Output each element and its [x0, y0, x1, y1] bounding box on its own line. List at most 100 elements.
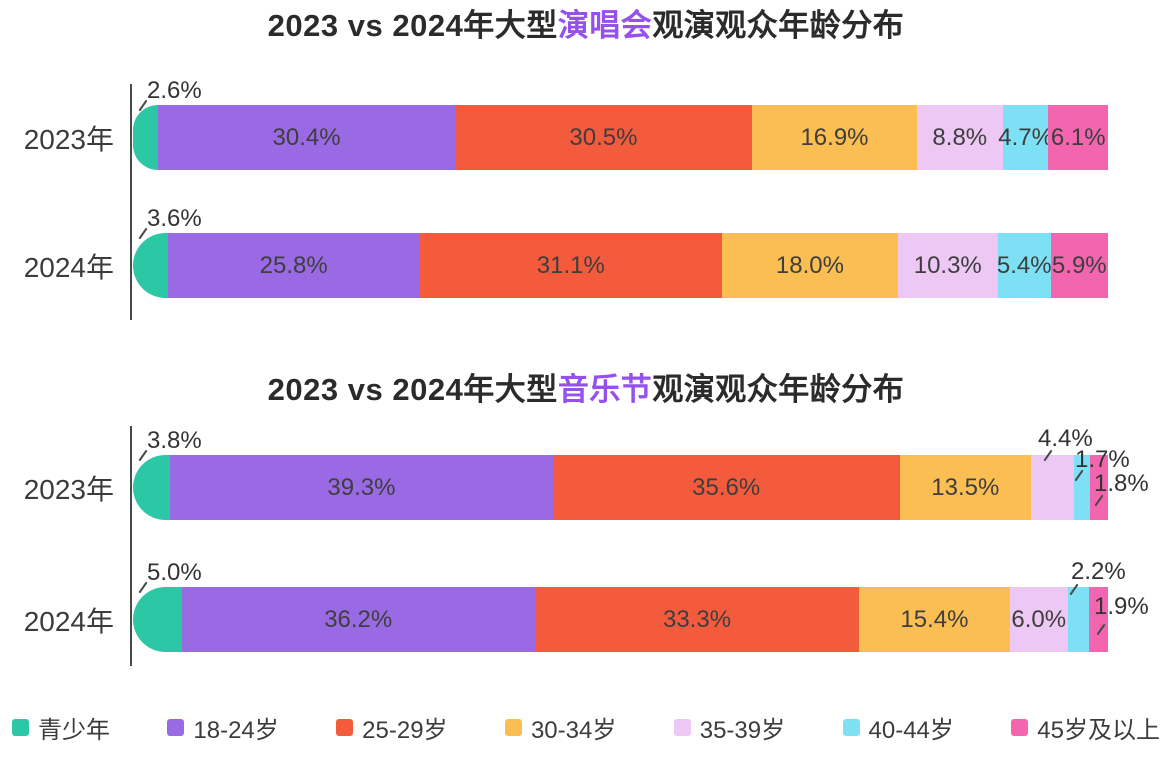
legend-label: 青少年: [38, 716, 110, 744]
segment-value-label: 35.6%: [692, 473, 761, 501]
stacked-bar: 25.8% 31.1% 18.0% 10.3% 5.4% 5.9% 3.6%: [133, 206, 1108, 298]
bar-segment: 39.3%: [170, 455, 553, 520]
segment-value-label: 4.7%: [998, 123, 1053, 151]
segment-value-label: 25.8%: [259, 251, 328, 279]
bar-segment: 16.9%: [752, 105, 917, 170]
bar-segment: [1031, 455, 1074, 520]
callout-value-label: 1.9%: [1094, 593, 1149, 620]
callout-value-label: 1.8%: [1094, 470, 1149, 497]
callout-value-label: 1.7%: [1075, 446, 1130, 473]
legend-label: 35-39岁: [699, 716, 786, 744]
segment-value-label: 15.4%: [900, 605, 969, 633]
bar-segment: 10.3%: [897, 233, 998, 298]
legend-item: 35-39岁: [673, 710, 786, 745]
chart-festival-age-distribution: 2023 vs 2024年大型音乐节观演观众年龄分布 2023年 39.3% 35.…: [0, 352, 1172, 704]
stacked-bar: 36.2% 33.3% 15.4% 6.0% 5.0% 2.2% 1.9%: [133, 559, 1149, 652]
segment-value-label: 5.4%: [996, 251, 1052, 279]
legend-label: 25-29岁: [362, 716, 448, 744]
bar-segment: 6.1%: [1048, 105, 1108, 170]
segment-value-label: 30.4%: [272, 123, 341, 151]
bar-segment: 25.8%: [168, 233, 420, 298]
callout-value-label: 3.8%: [147, 427, 202, 454]
callout-value-label: 3.6%: [147, 205, 202, 232]
legend-label: 45岁及以上: [1037, 716, 1160, 744]
bar-segment: [133, 455, 171, 520]
legend: 青少年 18-24岁 25-29岁 30-34岁 35-39岁 40-44岁 45岁及以上: [0, 703, 1172, 751]
bar-segment: [1068, 587, 1090, 652]
leader-line: [138, 449, 148, 462]
leader-line: [138, 227, 148, 240]
legend-label: 40-44岁: [868, 716, 954, 744]
leader-line: [138, 581, 148, 594]
bar-segment: 33.3%: [534, 587, 860, 652]
legend-swatch-icon: [504, 718, 522, 736]
segment-value-label: 18.0%: [775, 251, 844, 279]
legend-item: 30-34岁: [504, 710, 617, 745]
bar-segment: 8.8%: [916, 105, 1003, 170]
legend-swatch-icon: [167, 718, 185, 736]
bar-segment: 30.4%: [158, 105, 455, 170]
legend-label: 18-24岁: [193, 716, 279, 744]
bar-segment: 31.1%: [419, 233, 723, 298]
callout-value-label: 4.4%: [1038, 425, 1093, 452]
segment-value-label: 8.8%: [932, 123, 988, 151]
segment-value-label: 36.2%: [324, 605, 393, 633]
segment-value-label: 33.3%: [662, 605, 732, 633]
segment-value-label: 13.5%: [931, 473, 1000, 501]
bar-segment: 18.0%: [722, 233, 898, 298]
segment-value-label: 30.5%: [569, 123, 638, 151]
bar-segment: [133, 105, 159, 170]
legend-swatch-icon: [1011, 718, 1029, 736]
chart-title-suffix: 观演观众年龄分布: [652, 372, 905, 407]
segment-value-label: 39.3%: [327, 473, 396, 501]
chart-title-prefix: 2023 vs 2024年大型: [267, 372, 558, 407]
row-label-2023: 2023年: [23, 473, 114, 505]
legend-swatch-icon: [12, 718, 29, 736]
bar-segment: [133, 587, 182, 652]
segment-value-label: 6.0%: [1011, 605, 1067, 633]
bar-segment: [1089, 587, 1108, 652]
chart-title-festival: 2023 vs 2024年大型音乐节观演观众年龄分布: [0, 364, 1172, 409]
legend-label: 30-34岁: [530, 716, 617, 744]
chart-title-highlight: 音乐节: [557, 372, 653, 407]
row-label-2023: 2023年: [23, 123, 114, 155]
callout-value-label: 2.6%: [147, 77, 202, 104]
legend-swatch-icon: [842, 718, 860, 736]
chart-title-highlight: 演唱会: [557, 8, 653, 43]
stacked-bar: 30.4% 30.5% 16.9% 8.8% 4.7% 6.1% 2.6%: [133, 78, 1108, 170]
chart-title-suffix: 观演观众年龄分布: [652, 8, 905, 43]
y-axis-line: [130, 84, 132, 320]
legend-item: 40-44岁: [842, 710, 954, 745]
bar-segment: 30.5%: [454, 105, 753, 170]
chart-title-prefix: 2023 vs 2024年大型: [267, 8, 558, 43]
legend-item: 18-24岁: [167, 710, 279, 745]
segment-value-label: 5.9%: [1051, 251, 1107, 279]
legend-item: 25-29岁: [336, 710, 448, 745]
row-label-2024: 2024年: [23, 251, 114, 283]
y-axis-line: [130, 426, 132, 666]
legend-swatch-icon: [336, 718, 354, 736]
bar-segment: 6.0%: [1009, 587, 1068, 652]
bar-segment: 5.9%: [1050, 233, 1108, 298]
segment-value-label: 31.1%: [536, 251, 605, 279]
callout-value-label: 2.2%: [1071, 558, 1126, 585]
bar-segment: 35.6%: [552, 455, 900, 520]
legend-swatch-icon: [673, 718, 691, 736]
bar-segment: [133, 233, 169, 298]
callout-value-label: 5.0%: [147, 559, 202, 586]
stacked-bar: 39.3% 35.6% 13.5% 3.8% 4.4% 1.7% 1.8%: [133, 426, 1149, 520]
segment-value-label: 16.9%: [800, 123, 869, 151]
bar-segment: 36.2%: [181, 587, 535, 652]
segment-value-label: 10.3%: [913, 251, 982, 279]
bar-segment: 5.4%: [996, 233, 1052, 298]
chart-concert-age-distribution: 2023 vs 2024年大型演唱会观演观众年龄分布 2023年 30.4% 30.…: [0, 0, 1172, 352]
bar-segment: 13.5%: [899, 455, 1032, 520]
legend-item: 45岁及以上: [1011, 710, 1160, 745]
segment-value-label: 6.1%: [1050, 123, 1106, 151]
chart-title-concert: 2023 vs 2024年大型演唱会观演观众年龄分布: [0, 0, 1172, 45]
legend-item: 青少年: [12, 710, 110, 745]
bar-segment: 4.7%: [998, 105, 1053, 170]
row-label-2024: 2024年: [23, 605, 114, 637]
bar-segment: [1073, 455, 1091, 520]
